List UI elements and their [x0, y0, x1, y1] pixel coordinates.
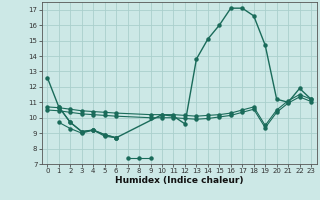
X-axis label: Humidex (Indice chaleur): Humidex (Indice chaleur)	[115, 176, 244, 185]
